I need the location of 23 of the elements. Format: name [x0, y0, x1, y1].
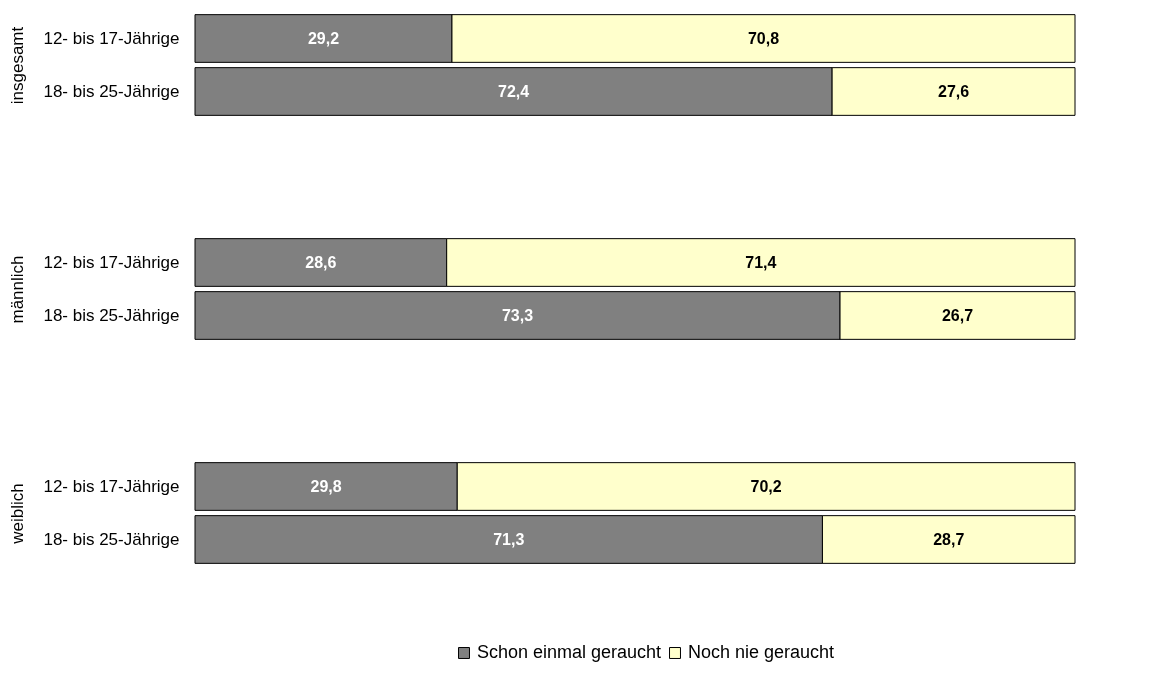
y-tick-label: 12- bis 17-Jährige	[43, 28, 180, 48]
y-tick-label: 18- bis 25-Jährige	[43, 529, 180, 549]
y-axis-title: weiblich	[8, 483, 28, 545]
data-label: 70,8	[747, 29, 780, 47]
data-label: 28,6	[305, 253, 337, 271]
y-tick-label: 18- bis 25-Jährige	[43, 305, 180, 325]
data-label: 72,4	[497, 82, 530, 100]
data-label: 73,3	[501, 306, 534, 324]
data-label: 71,4	[745, 253, 777, 271]
legend-label: Noch nie geraucht	[688, 642, 835, 662]
data-label: 26,7	[941, 306, 974, 324]
y-axis-title: insgesamt	[8, 26, 28, 105]
data-label: 29,8	[310, 477, 342, 495]
y-tick-label: 12- bis 17-Jährige	[43, 252, 180, 272]
y-tick-label: 18- bis 25-Jährige	[43, 81, 180, 101]
legend-label: Schon einmal geraucht	[477, 642, 662, 662]
data-label: 70,2	[750, 477, 782, 495]
data-label: 29,2	[307, 29, 340, 47]
data-label: 27,6	[937, 82, 970, 100]
y-tick-label: 12- bis 17-Jährige	[43, 476, 180, 496]
y-axis-title: männlich	[8, 255, 28, 324]
data-label: 28,7	[933, 530, 965, 548]
data-label: 71,3	[493, 530, 525, 548]
